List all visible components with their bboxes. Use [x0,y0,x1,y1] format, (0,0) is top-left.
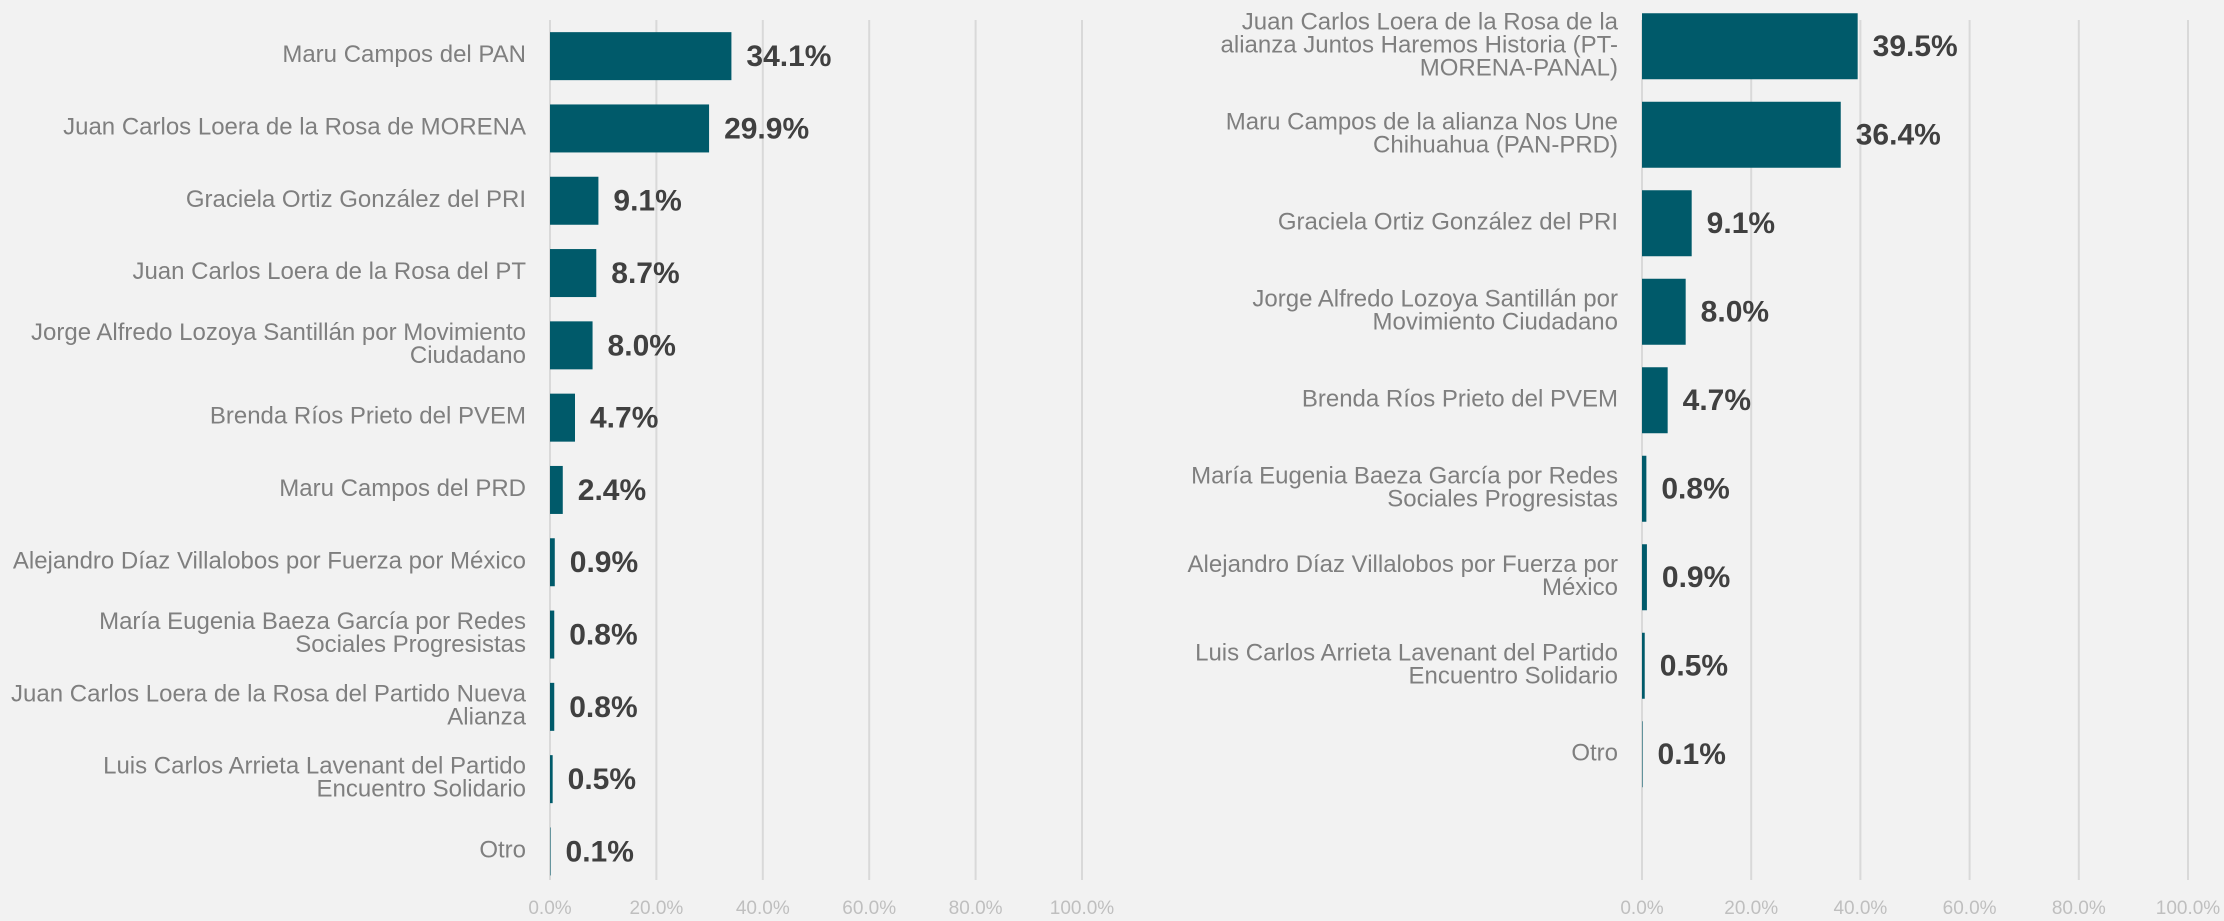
value-label: 9.1% [1707,207,1775,240]
value-label: 0.1% [1658,738,1726,771]
x-tick-label: 80.0% [949,898,1003,919]
x-tick-label: 20.0% [1724,898,1778,919]
bar [550,465,563,514]
category-label: Juan Carlos Loera de la Rosa de MORENA [63,114,526,141]
x-tick-label: 60.0% [842,898,896,919]
value-label: 0.9% [570,546,638,579]
bar [1642,721,1643,788]
value-label: 0.5% [1660,650,1728,683]
category-label: Luis Carlos Arrieta Lavenant del Partido… [103,753,526,803]
value-label: 8.7% [611,257,679,290]
x-tick-label: 0.0% [528,898,571,919]
x-tick-label: 100.0% [1050,898,1115,919]
value-label: 39.5% [1873,30,1958,63]
bar [1642,13,1858,80]
bar [550,32,732,81]
x-tick-label: 40.0% [736,898,790,919]
value-label: 2.4% [578,474,646,507]
bar [1642,190,1692,257]
category-label: Otro [1571,740,1618,767]
value-label: 0.9% [1662,561,1730,594]
category-label: Jorge Alfredo Lozoya Santillán por Movimi… [1252,286,1618,336]
bar [1642,101,1841,168]
category-label: Jorge Alfredo Lozoya Santillán por Movim… [31,319,526,369]
category-label: Juan Carlos Loera de la Rosa del PT [132,258,526,285]
value-label: 36.4% [1856,119,1941,152]
category-label: Juan Carlos Loera de la Rosa del Partido… [11,681,527,731]
value-label: 0.8% [569,618,637,651]
value-label: 4.7% [1683,384,1751,417]
category-label: Luis Carlos Arrieta Lavenant del Partido… [1195,640,1618,690]
value-label: 4.7% [590,402,658,435]
category-label: María Eugenia Baeza García por Redes Soci… [1191,463,1618,513]
value-label: 0.8% [1661,473,1729,506]
value-label: 0.1% [566,835,634,868]
category-label: Alejandro Díaz Villalobos por Fuerza por… [13,548,526,575]
x-tick-label: 80.0% [2052,898,2106,919]
category-label: Graciela Ortiz González del PRI [1278,209,1618,236]
category-label: Graciela Ortiz González del PRI [186,186,526,213]
x-tick-label: 20.0% [629,898,683,919]
bar [550,104,710,153]
x-tick-label: 100.0% [2156,898,2221,919]
bar [550,249,597,298]
category-label: Brenda Ríos Prieto del PVEM [1302,386,1618,413]
value-label: 8.0% [608,329,676,362]
value-label: 8.0% [1701,296,1769,329]
bar [1642,367,1668,434]
bar [550,176,599,225]
category-label: Maru Campos del PAN [282,41,526,68]
bar [1642,455,1647,522]
bar [550,610,555,659]
category-label: Juan Carlos Loera de la Rosa de la alianz… [1221,9,1619,82]
x-tick-label: 60.0% [1943,898,1997,919]
category-label: Brenda Ríos Prieto del PVEM [210,403,526,430]
x-tick-label: 0.0% [1620,898,1663,919]
value-label: 34.1% [746,40,831,73]
bar [550,321,593,370]
bar [1642,544,1647,611]
value-label: 0.5% [568,763,636,796]
bar [550,827,551,876]
category-label: Maru Campos de la alianza Nos Une Chihuah… [1226,109,1618,159]
bar [1642,632,1645,699]
value-label: 0.8% [569,691,637,724]
value-label: 9.1% [613,185,681,218]
bar [550,755,553,804]
category-label: Otro [479,837,526,864]
value-label: 29.9% [724,112,809,145]
category-label: Maru Campos del PRD [279,475,526,502]
bar [550,393,576,442]
category-label: María Eugenia Baeza García por Redes Soci… [99,608,526,658]
x-tick-label: 40.0% [1833,898,1887,919]
bar [550,538,555,587]
bar [550,682,555,731]
bar [1642,278,1686,345]
category-label: Alejandro Díaz Villalobos por Fuerza por… [1188,551,1618,601]
